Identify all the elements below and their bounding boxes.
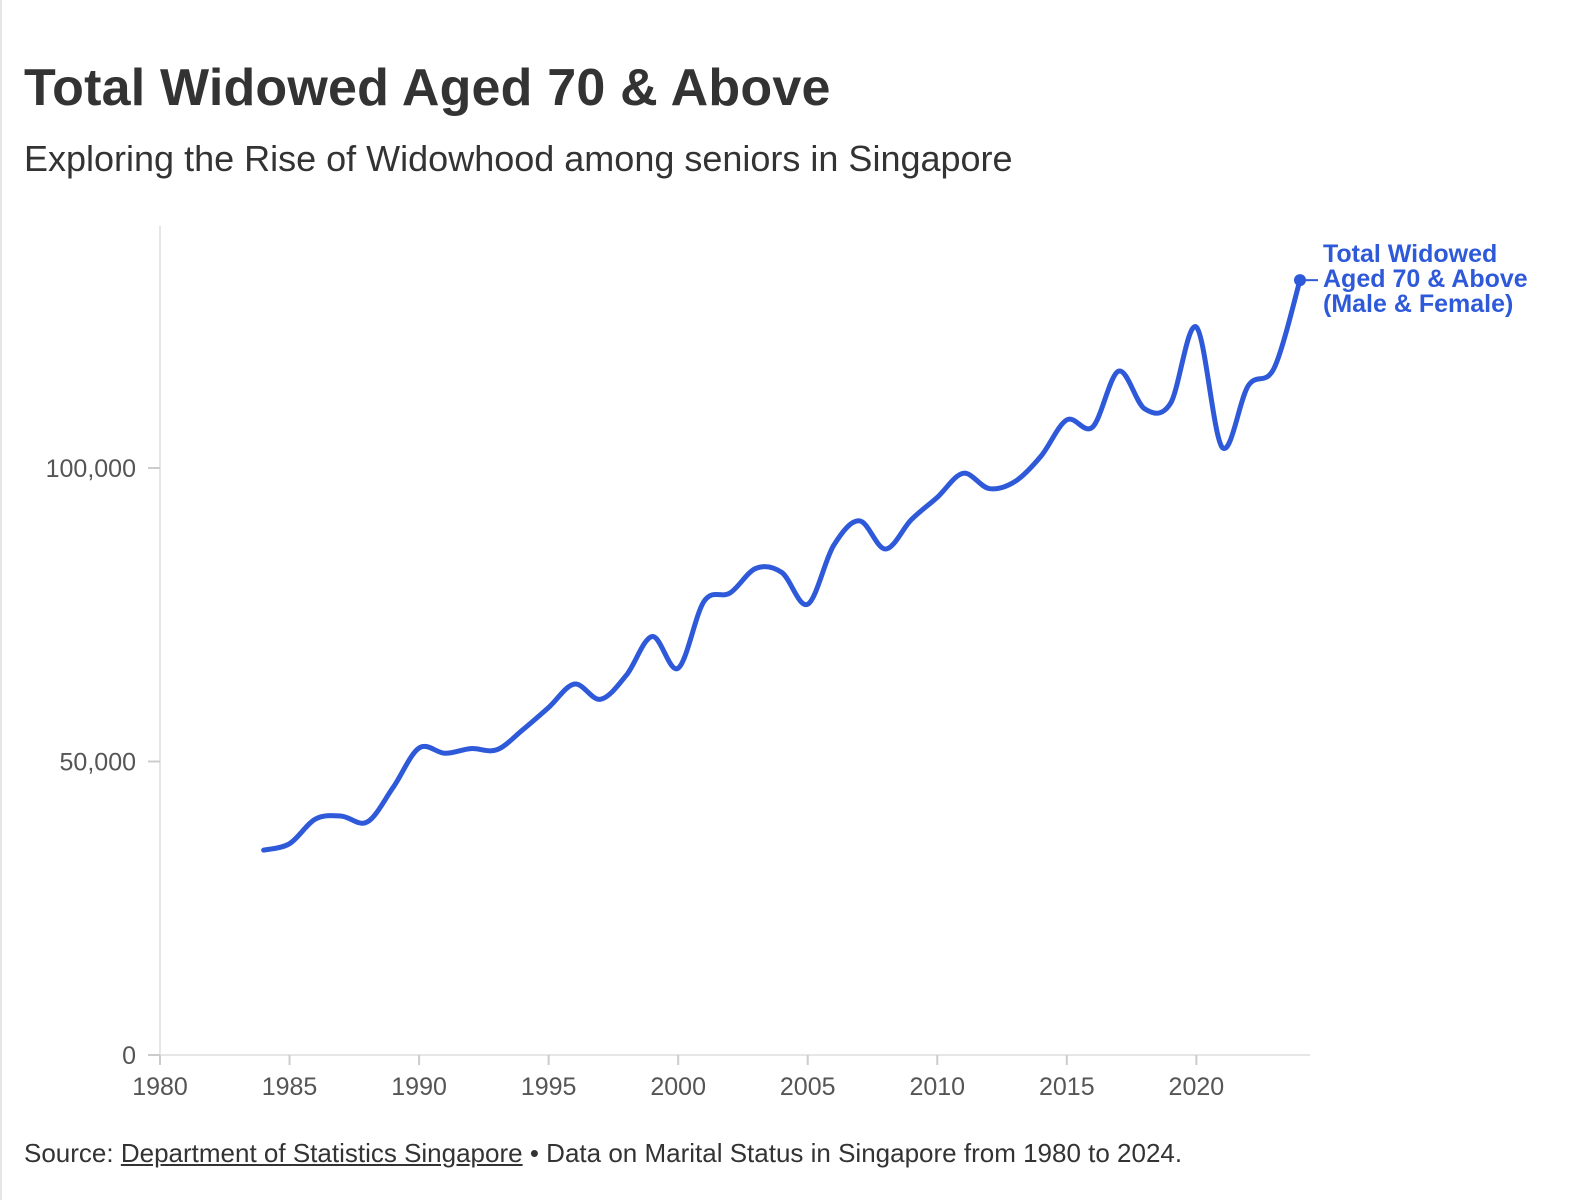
data-point xyxy=(701,598,707,604)
data-point xyxy=(623,672,629,678)
data-point xyxy=(779,569,785,575)
data-point xyxy=(1038,453,1044,459)
data-point xyxy=(1012,479,1018,485)
data-point xyxy=(261,847,267,853)
data-point xyxy=(312,816,318,822)
plot-area xyxy=(261,274,1318,853)
source-note: Source: Department of Statistics Singapo… xyxy=(24,1138,1182,1169)
data-point xyxy=(1090,424,1096,430)
data-point xyxy=(649,633,655,639)
data-point xyxy=(1193,324,1199,330)
data-point xyxy=(520,727,526,733)
y-tick-label: 0 xyxy=(122,1042,136,1070)
data-point xyxy=(908,517,914,523)
data-point xyxy=(882,546,888,552)
data-point xyxy=(1116,368,1122,374)
x-tick-label: 2010 xyxy=(909,1073,965,1101)
data-point xyxy=(1271,365,1277,371)
data-point xyxy=(494,747,500,753)
data-point xyxy=(960,470,966,476)
data-point xyxy=(597,696,603,702)
series-label-line: Total Widowed xyxy=(1323,240,1497,268)
data-point xyxy=(546,704,552,710)
series-end-marker xyxy=(1294,274,1306,287)
x-tick-label: 2020 xyxy=(1169,1073,1225,1101)
data-point xyxy=(1219,444,1225,450)
data-point xyxy=(753,565,759,571)
source-prefix: Source: xyxy=(24,1138,114,1168)
data-point xyxy=(675,665,681,671)
data-point xyxy=(572,681,578,687)
data-point xyxy=(805,601,811,607)
data-point xyxy=(338,813,344,819)
data-point xyxy=(416,745,422,751)
source-suffix: • Data on Marital Status in Singapore fr… xyxy=(529,1138,1183,1168)
data-point xyxy=(468,746,474,752)
data-point xyxy=(727,590,733,596)
data-point xyxy=(364,819,370,825)
x-tick-label: 1990 xyxy=(391,1073,447,1101)
y-tick-label: 50,000 xyxy=(60,749,136,777)
source-link[interactable]: Department of Statistics Singapore xyxy=(120,1138,523,1168)
series-line xyxy=(261,277,1303,853)
series-label-line: (Male & Female) xyxy=(1323,290,1513,318)
x-tick-label: 1980 xyxy=(132,1073,188,1101)
data-point xyxy=(442,750,448,756)
data-point xyxy=(1245,383,1251,389)
data-point xyxy=(831,542,837,548)
chart-subtitle: Exploring the Rise of Widowhood among se… xyxy=(24,138,1013,179)
line-chart: 0 50,000 100,000 1980 1985 1990 1995 2000 2005 20… xyxy=(46,226,1528,1101)
x-tick-label: 1995 xyxy=(521,1073,577,1101)
chart-axes: 0 50,000 100,000 1980 1985 1990 1995 2000 2005 20… xyxy=(46,226,1310,1101)
data-point xyxy=(986,486,992,492)
chart-title: Total Widowed Aged 70 & Above xyxy=(24,59,831,117)
x-tick-label: 2005 xyxy=(780,1073,836,1101)
x-tick-label: 1985 xyxy=(262,1073,318,1101)
series-label-line: Aged 70 & Above xyxy=(1323,265,1528,293)
data-point xyxy=(1064,417,1070,423)
data-point xyxy=(857,518,863,524)
data-point xyxy=(934,494,940,500)
y-tick-label: 100,000 xyxy=(46,455,136,483)
data-point xyxy=(287,841,293,847)
x-tick-label: 2015 xyxy=(1039,1073,1095,1101)
x-tick-label: 2000 xyxy=(650,1073,706,1101)
data-point xyxy=(1142,406,1148,412)
data-point xyxy=(1167,400,1173,406)
data-point xyxy=(390,784,396,790)
